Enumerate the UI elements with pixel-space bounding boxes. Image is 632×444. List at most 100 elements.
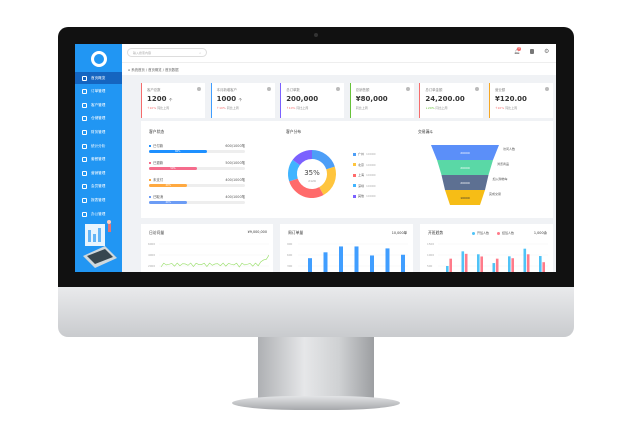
- progress-bar: 40%: [149, 184, 245, 187]
- trend-note: 同比上周: [435, 106, 448, 110]
- sidebar-item-label: 客户管理: [91, 102, 106, 107]
- y-tick-label: 2000: [148, 264, 155, 268]
- breadcrumb-item[interactable]: 系统首页: [131, 68, 145, 72]
- funnel-label: 浏览商品: [497, 161, 509, 166]
- bar: [523, 248, 527, 272]
- gear-icon[interactable]: ⚙: [544, 48, 550, 55]
- funnel-stage: [445, 190, 485, 205]
- sidebar-item[interactable]: 营销管理: [75, 167, 122, 179]
- bar: [526, 254, 530, 272]
- sidebar-item[interactable]: 客户管理: [75, 99, 122, 111]
- sidebar-item[interactable]: 财务管理: [75, 126, 122, 138]
- sidebar-item[interactable]: 订单管理: [75, 86, 122, 98]
- sidebar-item[interactable]: 统计分析: [75, 140, 122, 152]
- donut-center-value: 35%: [304, 169, 320, 177]
- sidebar-item[interactable]: 办公管理: [75, 208, 122, 220]
- card-total: 10,000单: [391, 231, 407, 235]
- legend-item: 北京 10000: [353, 163, 376, 167]
- legend-item: 其他 10000: [353, 194, 376, 198]
- legend-label: 深圳: [358, 183, 365, 188]
- progress-bar: 50%: [149, 167, 245, 170]
- progress-value: 600/1000笔: [225, 144, 245, 148]
- bar: [495, 258, 499, 272]
- bar: [464, 253, 468, 272]
- notification-icon[interactable]: 🔔︎ 3: [514, 47, 521, 55]
- sidebar-item[interactable]: 报表管理: [75, 194, 122, 206]
- trend-value: ↓20%: [425, 106, 435, 110]
- stat-number: ¥80,000: [355, 95, 388, 103]
- progress-label-text: 未支付: [153, 178, 164, 182]
- sidebar-item[interactable]: 首页概览: [75, 72, 122, 84]
- y-tick-label: 1000: [427, 253, 434, 257]
- customer-status-title: 客户状态: [149, 129, 165, 134]
- bar: [542, 262, 545, 272]
- search-input[interactable]: 输入搜索内容 ⌕: [127, 48, 207, 57]
- trend-note: 同比上周: [355, 106, 368, 110]
- bar: [477, 254, 480, 272]
- stat-number: 1000: [216, 95, 237, 103]
- bullet-icon: [149, 145, 151, 147]
- info-icon[interactable]: [266, 87, 271, 91]
- trend-note: 同比上周: [226, 106, 239, 110]
- sidebar-item[interactable]: 会员管理: [75, 181, 122, 193]
- stat-value: 200,000: [286, 95, 339, 103]
- legend-label: 上海: [358, 173, 365, 178]
- legend-item: 结班人数: [497, 231, 514, 235]
- bar: [508, 256, 511, 272]
- card-total: ¥9,000,000: [247, 230, 267, 234]
- info-icon[interactable]: [545, 87, 549, 91]
- overview-panel: 客户状态 已付款 600/1000笔 60% 已退款 500/1000笔 50% 未支付 40…: [141, 121, 553, 218]
- stat-trend: ↑10% 同比上周: [217, 106, 270, 110]
- menu-icon: [82, 75, 87, 81]
- info-icon[interactable]: [197, 87, 201, 91]
- legend-label: 结班人数: [502, 231, 515, 235]
- legend-item: 深圳 10000: [353, 184, 376, 188]
- bar: [492, 263, 496, 272]
- legend-label: 开班人数: [477, 231, 490, 235]
- legend-item: 开班人数: [472, 231, 489, 235]
- stat-card: 营业额 ¥120.00 ↑10% 同比上周: [489, 83, 553, 118]
- legend-value: 10000: [366, 194, 376, 199]
- funnel-chart: 20000 访问人数 20000 浏览商品 20000 加入购物车 10000 完成交易: [431, 145, 515, 205]
- y-tick-label: 600: [287, 253, 293, 257]
- lock-icon[interactable]: [530, 49, 534, 54]
- legend-swatch: [353, 194, 356, 198]
- stat-unit: 个: [238, 98, 243, 102]
- stat-number: 24,200.00: [425, 95, 465, 103]
- stat-card: 本月新增客户 1000 个 ↑10% 同比上周: [210, 83, 275, 118]
- monitor-camera: [314, 33, 318, 37]
- weekly-orders-card: 周订单量 10,000单 900 600 300: [280, 224, 413, 272]
- class-trend-card: 开班趋势 开班人数 结班人数 1,000余 1500 1000 500: [420, 224, 553, 272]
- trend-note: 同比上周: [157, 106, 170, 110]
- sidebar-item-label: 财务管理: [91, 129, 106, 134]
- customer-distribution-title: 客户分布: [286, 129, 302, 134]
- notification-badge: 3: [517, 47, 521, 51]
- menu-icon: [82, 102, 87, 108]
- trend-value: ↑10%: [495, 106, 505, 110]
- y-tick-label: 900: [287, 242, 293, 246]
- info-icon[interactable]: [336, 87, 341, 91]
- bar: [511, 258, 514, 272]
- stat-number: 200,000: [286, 95, 319, 103]
- donut-slice: [319, 166, 336, 196]
- progress-item: 未支付 400/1000笔 40%: [149, 177, 245, 187]
- y-tick-label: 6000: [148, 242, 155, 246]
- trend-note: 同比上周: [296, 106, 309, 110]
- bar: [323, 252, 328, 272]
- breadcrumb-item[interactable]: / 首页概览: [145, 68, 162, 72]
- stat-card: 客户总数 1200 个 ↑10% 同比上周: [141, 83, 205, 118]
- line-chart: 6000 4000 2000: [148, 242, 269, 268]
- info-icon[interactable]: [475, 87, 480, 91]
- menu-icon: [82, 116, 87, 122]
- legend-swatch: [353, 173, 356, 177]
- info-icon[interactable]: [405, 87, 410, 91]
- card-title: 日访问量: [149, 230, 165, 235]
- sidebar-item[interactable]: 套餐管理: [75, 154, 122, 166]
- sidebar-illustration: [83, 220, 117, 268]
- progress-value: 400/1000笔: [225, 195, 245, 199]
- progress-item: 已取消 400/1000笔 40%: [149, 194, 245, 204]
- stat-trend: ↑10% 同比上周: [286, 106, 339, 110]
- sidebar-item-label: 首页概览: [91, 75, 106, 80]
- sidebar-item[interactable]: 仓储管理: [75, 113, 122, 125]
- stat-label: 总销售额: [355, 88, 370, 92]
